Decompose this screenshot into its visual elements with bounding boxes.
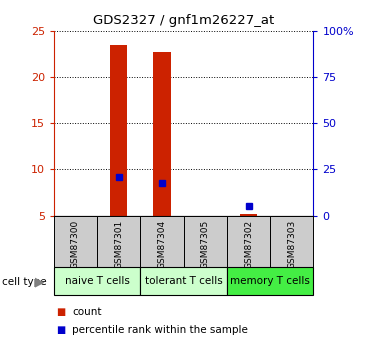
- Text: percentile rank within the sample: percentile rank within the sample: [72, 325, 248, 335]
- Bar: [240, 214, 257, 216]
- Text: tolerant T cells: tolerant T cells: [145, 276, 223, 286]
- Text: count: count: [72, 307, 102, 317]
- Text: GSM87305: GSM87305: [201, 220, 210, 269]
- Bar: [153, 52, 171, 216]
- Text: GSM87301: GSM87301: [114, 220, 123, 269]
- Text: memory T cells: memory T cells: [230, 276, 310, 286]
- Text: GSM87304: GSM87304: [158, 220, 167, 269]
- Bar: [227, 267, 313, 295]
- Text: GSM87300: GSM87300: [71, 220, 80, 269]
- Bar: [54, 267, 140, 295]
- Text: ■: ■: [56, 307, 65, 317]
- Text: GSM87302: GSM87302: [244, 220, 253, 269]
- Text: GSM87303: GSM87303: [288, 220, 296, 269]
- Bar: [140, 216, 184, 267]
- Bar: [270, 216, 313, 267]
- Text: naive T cells: naive T cells: [65, 276, 129, 286]
- Bar: [184, 216, 227, 267]
- Bar: [110, 45, 127, 216]
- Bar: [140, 267, 227, 295]
- Title: GDS2327 / gnf1m26227_at: GDS2327 / gnf1m26227_at: [93, 14, 274, 27]
- Text: cell type: cell type: [2, 277, 46, 287]
- Text: ■: ■: [56, 325, 65, 335]
- Bar: [227, 216, 270, 267]
- Bar: [97, 216, 140, 267]
- Bar: [54, 216, 97, 267]
- Text: ▶: ▶: [35, 275, 45, 288]
